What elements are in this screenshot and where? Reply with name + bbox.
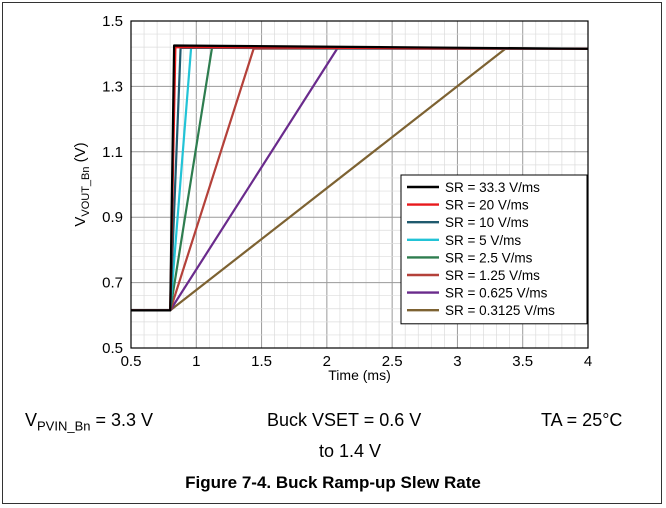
chart: 0.5 1 1.5 2 2.5 3 3.5 4 0.5 0.7 0.9 1.1 1.3 1.5 Time… [72, 13, 593, 383]
y-axis-label-unit: (V) [72, 142, 89, 166]
legend-label: SR = 33.3 V/ms [445, 180, 540, 195]
x-tick-label: 2.5 [382, 353, 403, 370]
x-tick-label: 1 [192, 353, 200, 370]
legend-label: SR = 1.25 V/ms [445, 268, 540, 283]
y-tick-label: 1.3 [102, 78, 123, 95]
y-axis-label: VVOUT_Bn (V) [72, 142, 92, 226]
x-axis-label: Time (ms) [328, 367, 390, 383]
legend-label: SR = 0.625 V/ms [445, 286, 548, 301]
legend-label: SR = 2.5 V/ms [445, 250, 533, 265]
vset-condition-line2: to 1.4 V [319, 441, 382, 461]
pvin-condition: VPVIN_Bn = 3.3 V [25, 410, 153, 434]
legend-label: SR = 0.3125 V/ms [445, 303, 555, 318]
ta-condition: TA = 25°C [541, 410, 623, 430]
pvin-value: = 3.3 V [90, 410, 154, 430]
x-tick-labels: 0.5 1 1.5 2 2.5 3 3.5 4 [121, 353, 593, 370]
y-axis-label-main: V [72, 217, 89, 227]
x-tick-label: 3 [453, 353, 461, 370]
y-tick-label: 1.5 [102, 13, 123, 30]
figure-frame: 0.5 1 1.5 2 2.5 3 3.5 4 0.5 0.7 0.9 1.1 1.3 1.5 Time… [2, 2, 662, 504]
pvin-main: V [25, 410, 38, 430]
y-axis-label-sub: VOUT_Bn [80, 167, 92, 217]
x-tick-label: 3.5 [512, 353, 533, 370]
legend-label: SR = 20 V/ms [445, 198, 529, 213]
y-tick-label: 1.1 [102, 144, 123, 161]
legend-box [400, 174, 588, 325]
x-tick-label: 1.5 [251, 353, 272, 370]
pvin-sub: PVIN_Bn [37, 418, 91, 434]
y-tick-label: 0.7 [102, 275, 123, 292]
legend-label: SR = 10 V/ms [445, 215, 529, 230]
series-line [131, 44, 589, 312]
legend-label: SR = 5 V/ms [445, 233, 521, 248]
legend: SR = 33.3 V/ms SR = 20 V/ms SR = 10 V/ms SR… [400, 174, 588, 325]
x-tick-label: 0.5 [121, 353, 142, 370]
y-tick-label: 0.5 [102, 340, 123, 357]
x-tick-label: 2 [323, 353, 331, 370]
vset-condition-line1: Buck VSET = 0.6 V [267, 410, 422, 430]
figure-caption: Figure 7-4. Buck Ramp-up Slew Rate [185, 473, 481, 492]
plot-border [130, 20, 589, 349]
y-tick-label: 0.9 [102, 209, 123, 226]
x-tick-label: 4 [584, 353, 592, 370]
y-tick-labels: 0.5 0.7 0.9 1.1 1.3 1.5 [102, 13, 123, 357]
series-group [131, 44, 589, 312]
